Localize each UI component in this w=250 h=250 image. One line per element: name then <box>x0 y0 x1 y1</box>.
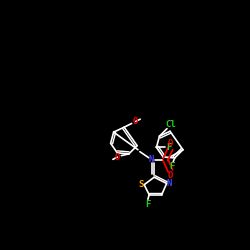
Text: F: F <box>166 143 172 152</box>
Text: N: N <box>167 179 172 188</box>
Text: F: F <box>145 200 150 209</box>
Text: O: O <box>168 171 173 180</box>
Text: O: O <box>168 140 173 148</box>
Text: Cl: Cl <box>165 120 176 130</box>
Text: O: O <box>132 117 138 126</box>
Text: O: O <box>115 153 120 162</box>
Text: F: F <box>170 162 175 171</box>
Text: N: N <box>149 155 154 164</box>
Text: S: S <box>138 180 143 189</box>
